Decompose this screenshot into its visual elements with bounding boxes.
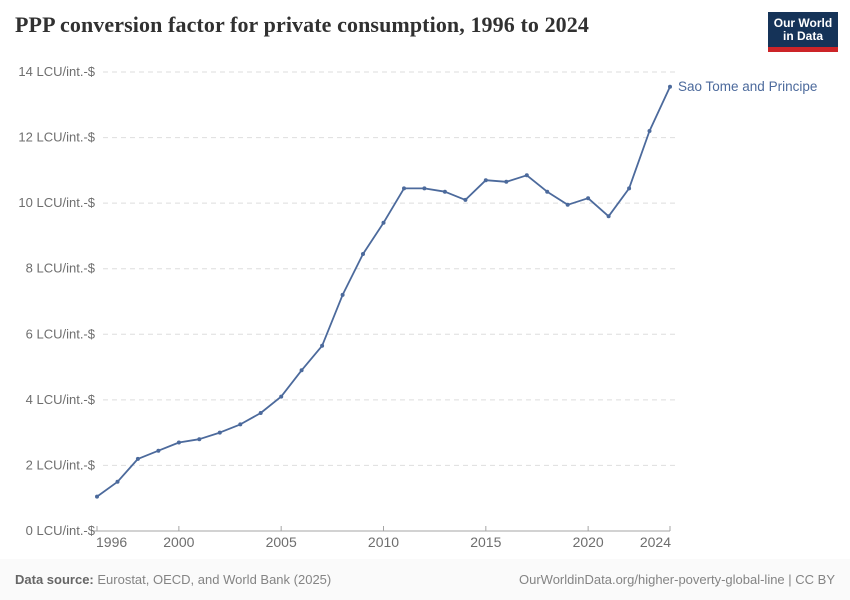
data-point[interactable]	[442, 189, 447, 194]
data-point[interactable]	[320, 343, 325, 348]
owid-link[interactable]: OurWorldinData.org/higher-poverty-global…	[519, 572, 835, 587]
data-point[interactable]	[217, 430, 222, 435]
data-point[interactable]	[361, 252, 365, 256]
data-point[interactable]	[606, 214, 611, 219]
y-axis-tick-label: 14 LCU/int.-$	[18, 64, 95, 79]
data-point[interactable]	[176, 440, 181, 445]
owid-logo-line1: Our World	[773, 15, 833, 30]
data-source-text: Eurostat, OECD, and World Bank (2025)	[93, 572, 332, 587]
data-point[interactable]	[524, 173, 529, 178]
data-point[interactable]	[95, 494, 99, 499]
data-point[interactable]	[135, 456, 140, 461]
data-point[interactable]	[586, 196, 591, 201]
y-axis-tick-label: 4 LCU/int.-$	[26, 392, 96, 407]
y-axis-tick-label: 2 LCU/int.-$	[26, 457, 96, 472]
data-point[interactable]	[647, 129, 652, 133]
y-axis-tick-label: 6 LCU/int.-$	[26, 326, 96, 341]
x-axis-tick-label: 2005	[266, 534, 297, 550]
data-point[interactable]	[238, 422, 243, 427]
data-point[interactable]	[279, 394, 284, 399]
y-axis-tick-label: 12 LCU/int.-$	[18, 130, 95, 145]
data-point[interactable]	[299, 368, 304, 373]
data-source-note: Data source: Eurostat, OECD, and World B…	[15, 572, 331, 587]
x-axis-tick-label: 2000	[163, 534, 194, 550]
chart-line[interactable]	[96, 85, 671, 498]
y-axis-tick-label: 10 LCU/int.-$	[18, 195, 95, 210]
data-point[interactable]	[340, 292, 345, 297]
owid-logo-line2: in Data	[782, 28, 823, 43]
data-point[interactable]	[668, 84, 672, 89]
data-point[interactable]	[197, 437, 202, 442]
page-title: PPP conversion factor for private consum…	[15, 12, 589, 37]
data-point[interactable]	[504, 179, 509, 184]
y-axis-tick-label: 0 LCU/int.-$	[26, 523, 96, 538]
data-point[interactable]	[156, 448, 161, 453]
data-point[interactable]	[483, 178, 488, 183]
series-end-label[interactable]: Sao Tome and Principe	[678, 79, 817, 94]
data-point[interactable]	[402, 186, 406, 191]
owid-logo[interactable]: Our World in Data	[768, 12, 838, 52]
y-axis-tick-label: 8 LCU/int.-$	[26, 261, 96, 276]
data-source-label: Data source:	[15, 572, 94, 587]
data-point[interactable]	[422, 186, 427, 191]
x-axis-tick-label: 1996	[96, 534, 127, 550]
x-axis-tick-label: 2024	[640, 534, 671, 550]
x-axis-tick-label: 2010	[368, 534, 399, 550]
data-point[interactable]	[381, 220, 386, 225]
x-axis-tick-label: 2015	[470, 534, 501, 550]
data-point[interactable]	[565, 202, 570, 207]
data-point[interactable]	[627, 186, 632, 191]
data-point[interactable]	[115, 479, 120, 484]
data-point[interactable]	[545, 189, 550, 194]
x-axis-tick-label: 2020	[573, 534, 604, 550]
data-point[interactable]	[463, 197, 468, 202]
data-point[interactable]	[258, 411, 263, 415]
chart-footer: Data source: Eurostat, OECD, and World B…	[0, 559, 850, 600]
